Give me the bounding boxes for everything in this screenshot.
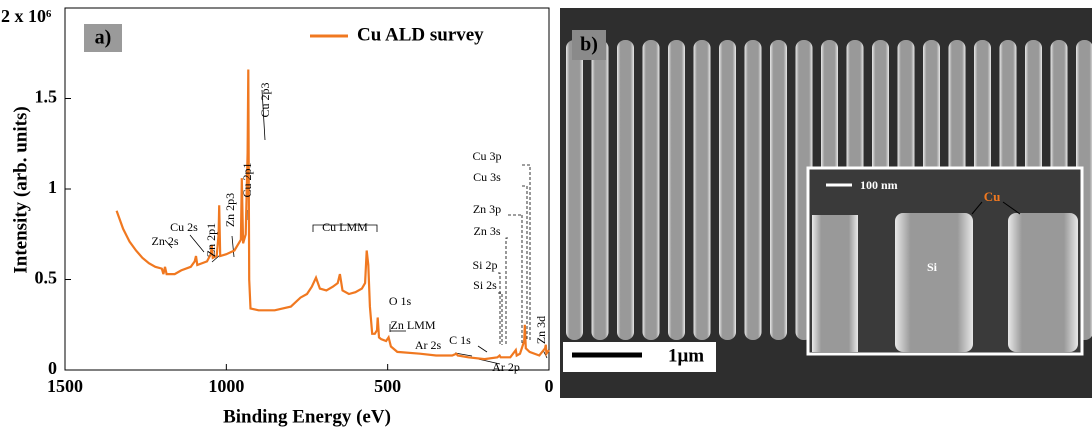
annotation-leaders — [164, 89, 548, 365]
y-axis-title: Intensity (arb. units) — [10, 106, 31, 273]
inset-pillar — [895, 213, 973, 352]
sem-trench — [770, 40, 787, 340]
peak-annotation: C 1s — [449, 333, 471, 347]
peak-annotation: Ar 2p — [492, 360, 520, 374]
y-tick-label: 0 — [48, 358, 57, 378]
panel-label: b) — [580, 34, 598, 56]
x-tick-label: 1000 — [208, 376, 244, 396]
scale-bar-label: 1μm — [668, 345, 704, 366]
peak-annotation: Zn 2p1 — [204, 223, 218, 257]
sem-trench — [591, 40, 609, 340]
peak-annotation: Cu 2p3 — [258, 82, 272, 117]
peak-annotation: Cu LMM — [322, 220, 368, 234]
peak-annotation: Cu 3p — [472, 149, 501, 163]
y-tick-label: 1.5 — [35, 87, 58, 107]
cu-label: Cu — [984, 189, 1001, 204]
panel-label-box — [84, 24, 122, 52]
plot-frame — [64, 7, 550, 371]
peak-annotation: Si 2s — [473, 278, 497, 292]
x-tick-label: 1500 — [47, 376, 83, 396]
peak-annotation: Zn 2s — [152, 234, 179, 248]
spectrum-line — [115, 69, 550, 361]
x-tick-label: 0 — [545, 376, 554, 396]
peak-annotation: Zn 2p3 — [223, 193, 237, 227]
peak-annotation: Zn 3d — [534, 316, 548, 344]
sem-trench — [719, 40, 736, 340]
peak-annotation: Zn 3p — [473, 202, 501, 216]
y-tick-label: 2 x 10⁶ — [1, 6, 52, 26]
peak-annotation: Cu 2s — [170, 220, 198, 234]
panel-label-box — [572, 30, 606, 60]
panel-label: a) — [95, 27, 112, 49]
inset-pillar — [1008, 213, 1078, 352]
y-tick-label: 1 — [48, 177, 57, 197]
sem-trench — [617, 40, 634, 340]
peak-annotation: Cu 3s — [473, 170, 501, 184]
sem-trench — [668, 40, 685, 340]
sem-trench — [744, 40, 762, 340]
x-tick-label: 500 — [374, 376, 401, 396]
peak-annotation: Zn 3s — [474, 224, 501, 238]
inset-pillar — [812, 215, 858, 352]
peak-annotation: Ar 2s — [415, 338, 442, 352]
cu-arrows — [971, 201, 1021, 215]
sem-trench — [642, 40, 660, 340]
peak-annotation: Zn LMM — [391, 318, 436, 332]
peak-annotation: O 1s — [389, 294, 412, 308]
si-label: Si — [927, 260, 938, 274]
peak-annotation: Cu 2p1 — [240, 162, 254, 197]
sem-trench — [693, 40, 711, 340]
legend-label: Cu ALD survey — [357, 24, 484, 45]
inset-scale-label: 100 nm — [860, 178, 898, 192]
y-tick-label: 0.5 — [35, 268, 58, 288]
sem-trench — [566, 40, 583, 340]
sem-image: 100 nm Cu Si b) 1μm — [560, 8, 1092, 398]
peak-annotation: Si 2p — [472, 258, 497, 272]
x-axis-title: Binding Energy (eV) — [223, 406, 391, 427]
